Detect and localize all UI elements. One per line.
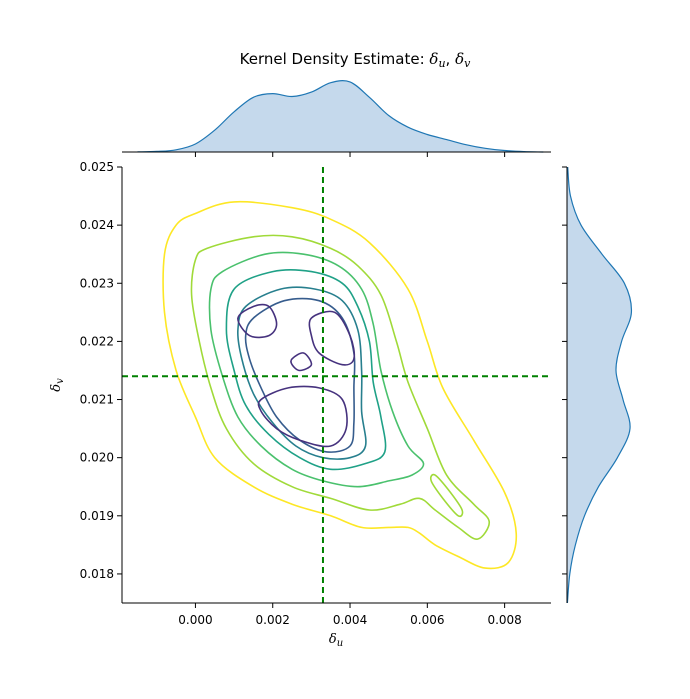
y-tick-label: 0.018 <box>80 567 114 581</box>
contour-level-7-loop-2 <box>308 310 356 366</box>
y-tick-label: 0.020 <box>80 451 114 465</box>
chart-title: Kernel Density Estimate: δu, δv <box>240 50 471 70</box>
contour-level-5-loop-1 <box>236 286 367 460</box>
marginal-x-ticks <box>194 152 506 157</box>
marginal-y-fill <box>567 167 632 603</box>
contour-level-1-loop-1 <box>162 200 518 570</box>
y-tick-label: 0.025 <box>80 160 114 174</box>
contour-level-6-loop-1 <box>244 297 356 453</box>
y-tick-label: 0.023 <box>80 276 114 290</box>
marginal-y-density <box>562 166 633 604</box>
x-axis-label: δu <box>329 632 343 649</box>
contour-level-3-loop-1 <box>208 251 425 488</box>
contour-level-7-loop-1 <box>237 303 278 339</box>
y-axis-ticks: 0.018 0.019 0.020 0.021 0.022 0.023 0.024 0.025 <box>80 160 122 581</box>
marginal-y-ticks <box>562 166 567 575</box>
marginal-x-fill <box>137 80 544 152</box>
x-tick-label: 0.004 <box>333 613 367 627</box>
x-tick-label: 0.006 <box>410 613 444 627</box>
marginal-x-line <box>137 80 544 153</box>
y-tick-label: 0.024 <box>80 218 114 232</box>
marginal-x-density <box>122 80 551 157</box>
y-tick-label: 0.019 <box>80 509 114 523</box>
y-tick-label: 0.022 <box>80 334 114 348</box>
contour-level-4-loop-1 <box>225 269 387 471</box>
contour-lines <box>162 200 518 570</box>
contour-level-7-loop-4 <box>290 352 313 372</box>
contour-level-2-loop-2 <box>429 473 464 518</box>
x-tick-label: 0.002 <box>256 613 290 627</box>
x-tick-label: 0.008 <box>487 613 521 627</box>
x-axis-ticks: 0.000 0.002 0.004 0.006 0.008 <box>178 603 522 627</box>
contour-level-2-loop-1 <box>190 234 491 540</box>
x-tick-label: 0.000 <box>178 613 212 627</box>
contour-level-7-loop-3 <box>257 385 348 448</box>
marginal-y-line <box>566 166 633 604</box>
y-tick-label: 0.021 <box>80 393 114 407</box>
main-plot-area: 0.000 0.002 0.004 0.006 0.008 0.018 0.019 0.02… <box>80 160 551 627</box>
y-axis-label: δv <box>49 378 66 392</box>
